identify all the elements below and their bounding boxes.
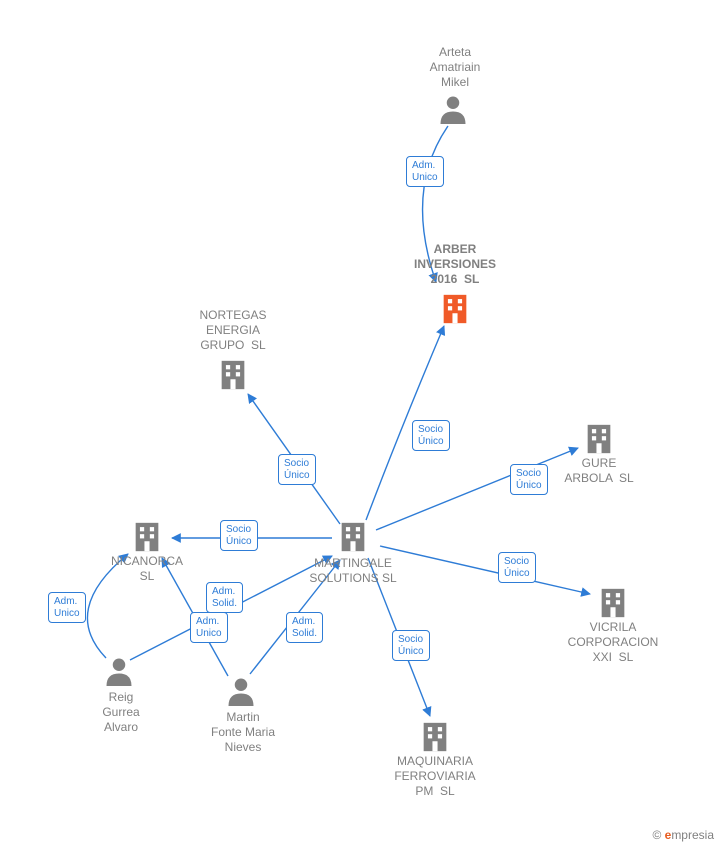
node-label-nortegas[interactable]: NORTEGAS ENERGIA GRUPO SL — [193, 308, 273, 353]
node-icon-nortegas[interactable] — [216, 358, 250, 397]
edge-label-reig-nicanorca: Adm. Unico — [48, 592, 86, 623]
node-icon-reig[interactable] — [104, 656, 134, 691]
node-icon-martingale[interactable] — [336, 520, 370, 559]
company-icon — [336, 520, 370, 554]
copyright-symbol: © — [652, 828, 661, 842]
edge-label-martingale-gure: Socio Único — [510, 464, 548, 495]
edge-label-martingale-maquinaria: Socio Único — [392, 630, 430, 661]
edge-label-martin-nicanorca: Adm. Unico — [190, 612, 228, 643]
edge-label-martingale-arber: Socio Único — [412, 420, 450, 451]
edge-label-martingale-nicanorca: Socio Único — [220, 520, 258, 551]
node-label-martingale[interactable]: MARTINGALE SOLUTIONS SL — [298, 556, 408, 586]
node-icon-martin[interactable] — [226, 676, 256, 711]
brand-name: mpresia — [671, 828, 714, 842]
node-label-arber[interactable]: ARBER INVERSIONES 2016 SL — [405, 242, 505, 287]
node-label-reig[interactable]: Reig Gurrea Alvaro — [91, 690, 151, 735]
company-icon — [438, 292, 472, 326]
company-icon — [418, 720, 452, 754]
node-icon-arber[interactable] — [438, 292, 472, 331]
node-label-gure[interactable]: GURE ARBOLA SL — [559, 456, 639, 486]
edge-label-martingale-vicrila: Socio Único — [498, 552, 536, 583]
company-icon — [596, 586, 630, 620]
company-icon — [582, 422, 616, 456]
edge-label-martingale-nortegas: Socio Único — [278, 454, 316, 485]
node-icon-arteta[interactable] — [438, 94, 468, 129]
node-label-arteta[interactable]: Arteta Amatriain Mikel — [425, 45, 485, 90]
edge-label-arteta-arber: Adm. Unico — [406, 156, 444, 187]
node-label-martin[interactable]: Martin Fonte Maria Nieves — [203, 710, 283, 755]
edge-label-martin-martingale: Adm. Solid. — [286, 612, 323, 643]
person-icon — [104, 656, 134, 686]
footer-copyright: © empresia — [652, 828, 714, 842]
company-icon — [216, 358, 250, 392]
node-label-vicrila[interactable]: VICRILA CORPORACION XXI SL — [563, 620, 663, 665]
edge-martingale-vicrila — [380, 546, 590, 594]
company-icon — [130, 520, 164, 554]
node-label-maquinaria[interactable]: MAQUINARIA FERROVIARIA PM SL — [385, 754, 485, 799]
person-icon — [438, 94, 468, 124]
person-icon — [226, 676, 256, 706]
edge-martingale-gure — [376, 448, 578, 530]
edge-label-reig-martingale: Adm. Solid. — [206, 582, 243, 613]
node-label-nicanorca[interactable]: NICANORCA SL — [107, 554, 187, 584]
